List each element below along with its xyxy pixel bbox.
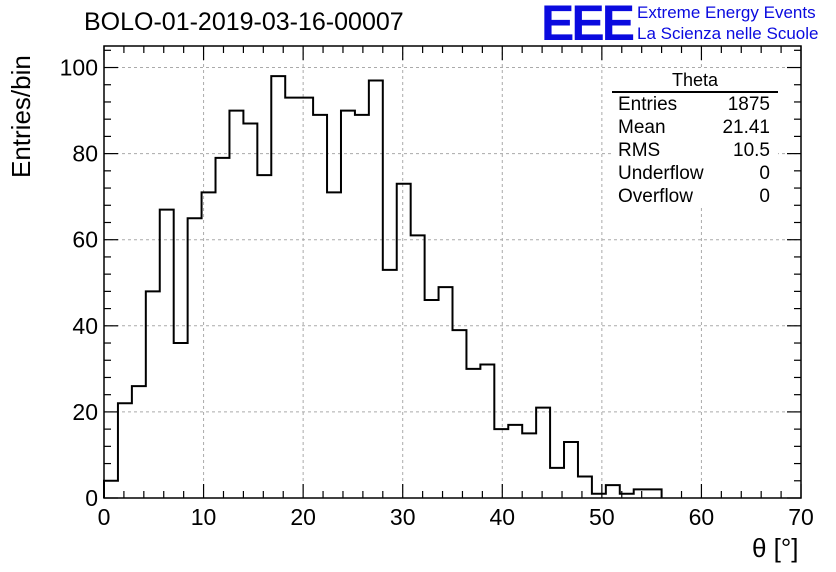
stats-value: 0 xyxy=(759,163,770,184)
histogram-bin xyxy=(216,158,230,498)
stats-row-mean: Mean 21.41 xyxy=(612,116,778,139)
x-tick-label: 70 xyxy=(788,504,814,530)
histogram-bin xyxy=(383,270,397,498)
stats-title: Theta xyxy=(612,70,778,93)
y-tick-label: 80 xyxy=(72,141,98,167)
histogram-bin xyxy=(146,291,160,498)
stats-value: 10.5 xyxy=(733,140,770,161)
chart-title: BOLO-01-2019-03-16-00007 xyxy=(84,8,404,36)
histogram-bin xyxy=(564,442,578,498)
x-tick-label: 60 xyxy=(689,504,715,530)
stats-row-underflow: Underflow 0 xyxy=(612,162,778,185)
stats-value: 21.41 xyxy=(722,117,770,138)
eee-logo-mark: EEE xyxy=(541,0,635,51)
histogram-bin xyxy=(132,386,146,498)
logo-line-2: La Scienza nelle Scuole xyxy=(637,24,819,43)
histogram-bin xyxy=(160,210,174,498)
histogram-bin xyxy=(494,429,508,498)
histogram-bin xyxy=(355,115,369,498)
stats-row-overflow: Overflow 0 xyxy=(612,185,778,208)
histogram-bin xyxy=(299,98,313,498)
histogram-bin xyxy=(648,489,662,498)
x-tick-label: 50 xyxy=(589,504,615,530)
histogram-bars xyxy=(103,75,663,498)
histogram-bin xyxy=(397,184,411,498)
y-tick-label: 60 xyxy=(72,227,98,253)
axes xyxy=(103,45,802,499)
x-tick-label: 0 xyxy=(98,504,111,530)
y-tick-label: 100 xyxy=(60,55,98,81)
logo-line-1: Extreme Energy Events xyxy=(637,3,816,22)
axis-ticks xyxy=(103,46,802,499)
stats-label: Entries xyxy=(618,94,678,115)
stats-box: Theta Entries 1875 Mean 21.41 RMS 10.5 U… xyxy=(612,70,778,208)
histogram-bin xyxy=(188,218,202,498)
x-tick-label: 10 xyxy=(191,504,217,530)
histogram-bin xyxy=(536,408,550,498)
stats-row-entries: Entries 1875 xyxy=(612,93,778,116)
y-tick-label: 20 xyxy=(72,399,98,425)
y-axis-label: Entries/bin xyxy=(6,55,36,178)
x-tick-label: 40 xyxy=(489,504,515,530)
histogram-bin xyxy=(606,485,620,498)
histogram-bin xyxy=(411,235,425,498)
y-tick-label: 40 xyxy=(72,313,98,339)
histogram-bin xyxy=(578,476,592,498)
histogram-bin xyxy=(271,76,285,498)
histogram-bin xyxy=(118,403,132,498)
histogram-bin xyxy=(634,489,648,498)
histogram-bin xyxy=(453,330,467,498)
histogram-bin xyxy=(466,369,480,498)
histogram-bin xyxy=(508,425,522,498)
y-tick-label: 0 xyxy=(85,485,98,511)
histogram-bin xyxy=(369,80,383,498)
stats-value: 0 xyxy=(759,186,770,207)
histogram-bin xyxy=(285,98,299,498)
histogram-bin xyxy=(425,300,439,498)
histogram-bin xyxy=(257,175,271,498)
plot-frame xyxy=(103,45,802,499)
histogram-bin xyxy=(174,343,188,498)
stats-value: 1875 xyxy=(727,94,770,115)
x-tick-label: 30 xyxy=(390,504,416,530)
stats-label: Overflow xyxy=(618,186,693,207)
histogram-bin xyxy=(327,192,341,498)
histogram-bin xyxy=(313,115,327,498)
stats-label: Underflow xyxy=(618,163,704,184)
histogram-bin xyxy=(341,111,355,498)
stats-label: RMS xyxy=(618,140,661,161)
histogram-bin xyxy=(229,111,243,498)
histogram-bin xyxy=(439,287,453,498)
x-tick-label: 20 xyxy=(290,504,316,530)
histogram-bin xyxy=(480,365,494,498)
histogram-bin xyxy=(243,123,257,498)
stats-row-rms: RMS 10.5 xyxy=(612,139,778,162)
histogram-bin xyxy=(522,433,536,498)
histogram-bin xyxy=(104,481,118,498)
tick-labels: 0 10 20 30 40 50 60 70 0 20 40 60 80 100 xyxy=(60,55,814,530)
histogram-outline xyxy=(103,75,663,498)
x-axis-label: θ [°] xyxy=(752,533,799,563)
stats-label: Mean xyxy=(618,117,666,138)
